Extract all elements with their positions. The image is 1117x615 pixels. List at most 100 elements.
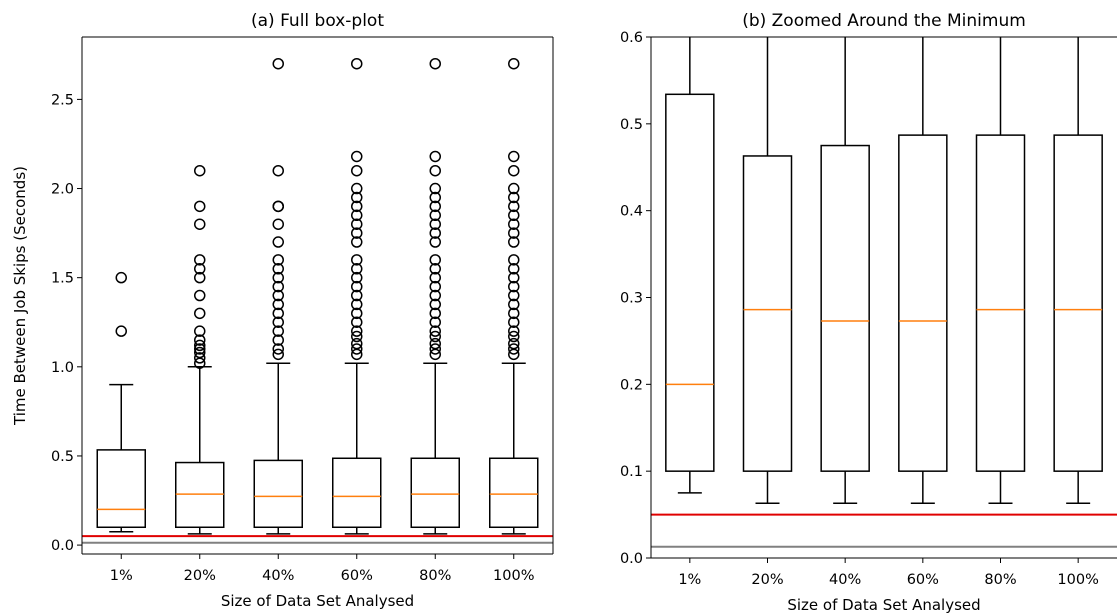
- plot-area: [82, 57, 553, 544]
- outlier-point: [194, 346, 206, 359]
- y-tick-label: 0.5: [620, 117, 643, 133]
- outlier-point: [194, 352, 206, 364]
- outlier-point: [194, 271, 206, 284]
- x-tick-label: 20%: [751, 572, 783, 588]
- box-100pct: [489, 57, 539, 535]
- outlier-point: [351, 337, 363, 350]
- outlier-point: [194, 307, 206, 320]
- y-tick-label: 0.2: [620, 377, 643, 393]
- outlier-point: [508, 191, 520, 204]
- outlier-point: [194, 254, 206, 266]
- outlier-point: [351, 164, 363, 177]
- axes: 0.0 0.5 1.0 1.5 2.0 2.5 1% 20% 40% 60% 80% 100%: [51, 36, 554, 584]
- outlier-point: [272, 298, 284, 311]
- outlier-point: [508, 209, 520, 222]
- x-tick-label: 60%: [341, 568, 373, 584]
- outlier-point: [272, 271, 284, 284]
- outlier-point: [351, 200, 363, 213]
- box-100pct: [1053, 37, 1103, 505]
- outlier-point: [429, 164, 441, 177]
- outlier-point: [429, 316, 441, 328]
- outlier-point: [508, 227, 520, 239]
- box-20pct: [175, 164, 225, 535]
- outlier-point: [429, 298, 441, 311]
- outlier-point: [351, 182, 363, 195]
- outlier-point: [272, 316, 284, 328]
- x-tick-label: 40%: [829, 572, 861, 588]
- panel-full-boxplot: (a) Full box-plot Size of Data Set Analy…: [11, 11, 554, 610]
- outlier-point: [194, 289, 206, 302]
- outlier-point: [429, 307, 441, 320]
- iqr-box: [410, 457, 460, 529]
- outlier-point: [351, 343, 363, 355]
- iqr-box: [665, 93, 715, 472]
- outlier-point: [429, 200, 441, 213]
- outlier-point: [508, 254, 520, 266]
- y-tick-label: 0.4: [620, 204, 643, 220]
- outlier-point: [272, 218, 284, 230]
- x-tick-label: 100%: [1057, 572, 1098, 588]
- outlier-point: [508, 263, 520, 275]
- outlier-point: [351, 325, 363, 337]
- x-tick-label: 80%: [984, 572, 1016, 588]
- outlier-point: [194, 200, 206, 213]
- y-tick-label: 0.6: [620, 30, 643, 46]
- iqr-box: [253, 459, 303, 529]
- outlier-point: [508, 218, 520, 230]
- outlier-point: [508, 200, 520, 213]
- outlier-point: [351, 316, 363, 328]
- outlier-point: [272, 236, 284, 248]
- outlier-point: [508, 150, 520, 163]
- iqr-box: [975, 134, 1026, 472]
- outlier-point: [351, 307, 363, 320]
- x-tick-label: 100%: [493, 568, 534, 584]
- box-60pct: [332, 57, 382, 535]
- outlier-point: [429, 289, 441, 302]
- y-tick-label: 0.5: [51, 449, 74, 465]
- outlier-point: [429, 182, 441, 195]
- outlier-point: [508, 298, 520, 311]
- box-40pct: [253, 57, 303, 535]
- outlier-point: [272, 307, 284, 320]
- y-tick-label: 0.1: [620, 464, 643, 480]
- outlier-point: [194, 339, 206, 352]
- axes: 0.0 0.1 0.2 0.3 0.4 0.5 0.6 1% 20% 40% 60% 80% 100%: [620, 30, 1117, 588]
- outlier-point: [272, 343, 284, 355]
- outlier-point: [429, 254, 441, 266]
- x-axis-label: Size of Data Set Analysed: [221, 592, 414, 610]
- outlier-point: [272, 57, 284, 70]
- outlier-point: [429, 271, 441, 284]
- outlier-point: [351, 191, 363, 204]
- outlier-point: [508, 271, 520, 284]
- outlier-point: [194, 263, 206, 275]
- outlier-point: [508, 280, 520, 293]
- x-tick-label: 1%: [110, 568, 133, 584]
- iqr-box: [489, 457, 539, 529]
- box-60pct: [898, 37, 948, 505]
- y-tick-label: 1.0: [51, 360, 74, 376]
- outlier-point: [429, 150, 441, 163]
- outlier-point: [351, 218, 363, 230]
- chart-title: (a) Full box-plot: [251, 11, 384, 31]
- iqr-box: [1053, 134, 1103, 472]
- x-tick-label: 40%: [262, 568, 294, 584]
- x-axis-label: Size of Data Set Analysed: [787, 596, 980, 614]
- box-80pct: [410, 57, 460, 535]
- outlier-point: [429, 57, 441, 70]
- x-tick-label: 20%: [184, 568, 216, 584]
- box-80pct: [975, 37, 1026, 505]
- outlier-point: [508, 343, 520, 355]
- outlier-point: [508, 57, 520, 70]
- outlier-point: [508, 182, 520, 195]
- outlier-point: [429, 218, 441, 230]
- outlier-point: [508, 289, 520, 302]
- outlier-point: [351, 209, 363, 222]
- outlier-point: [194, 164, 206, 177]
- outlier-point: [194, 218, 206, 230]
- outlier-point: [351, 263, 363, 275]
- outlier-point: [272, 289, 284, 302]
- outlier-point: [351, 227, 363, 239]
- y-tick-label: 0.3: [620, 291, 643, 307]
- x-tick-label: 80%: [419, 568, 451, 584]
- outlier-point: [272, 280, 284, 293]
